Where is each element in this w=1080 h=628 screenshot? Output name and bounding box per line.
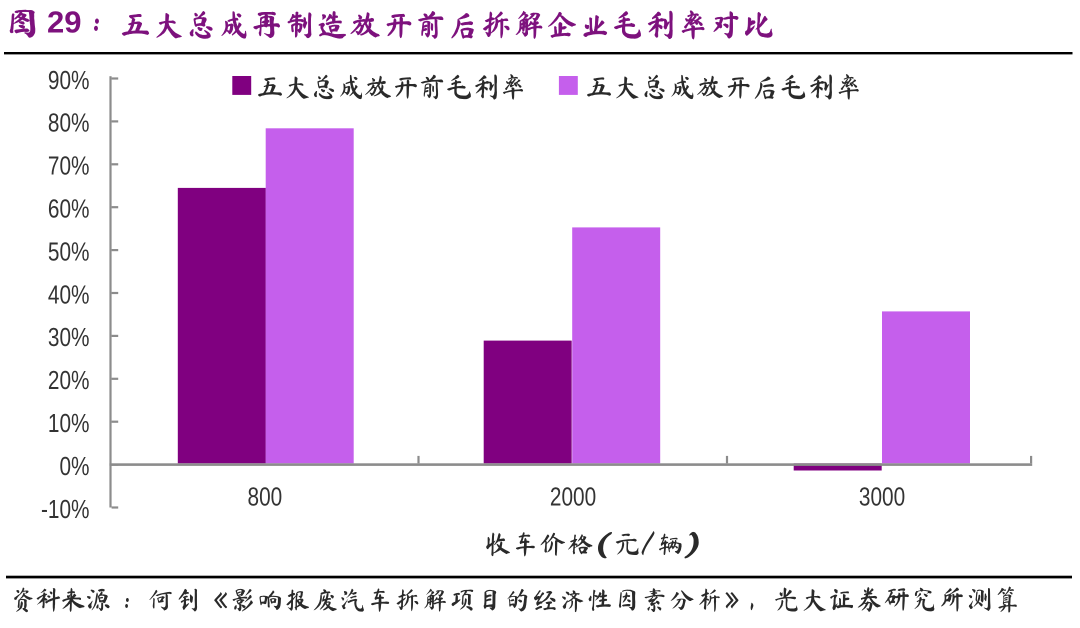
svg-text:0%: 0% <box>59 452 89 481</box>
svg-text:30%: 30% <box>48 323 90 352</box>
svg-text:70%: 70% <box>48 151 90 180</box>
svg-text:20%: 20% <box>48 366 90 395</box>
svg-text:80%: 80% <box>48 109 90 138</box>
svg-text:60%: 60% <box>48 194 90 223</box>
svg-text:2000: 2000 <box>550 482 596 511</box>
svg-text:-10%: -10% <box>41 495 90 524</box>
svg-text:29: 29 <box>47 5 81 40</box>
svg-text:90%: 90% <box>48 66 90 95</box>
svg-text:50%: 50% <box>48 237 90 266</box>
svg-text:800: 800 <box>248 482 283 511</box>
svg-text:40%: 40% <box>48 280 90 309</box>
svg-text:10%: 10% <box>48 409 90 438</box>
svg-text:3000: 3000 <box>859 482 905 511</box>
